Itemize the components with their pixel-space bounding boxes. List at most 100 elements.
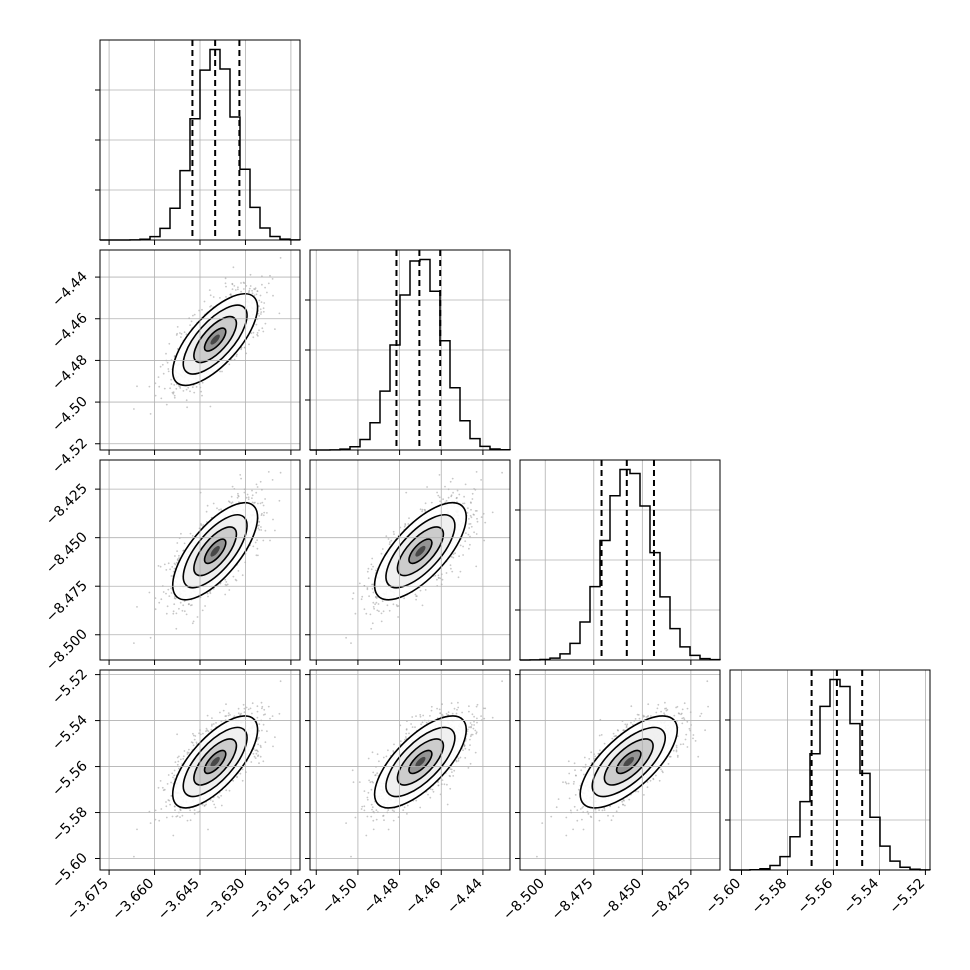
sample-point <box>269 539 271 542</box>
sample-point <box>214 806 217 809</box>
sample-point <box>192 620 195 623</box>
sample-point <box>207 595 209 598</box>
sample-point <box>445 499 448 502</box>
sample-point <box>158 601 161 604</box>
sample-point <box>262 723 265 726</box>
sample-point <box>345 636 347 639</box>
sample-point <box>255 752 258 755</box>
sample-point <box>430 501 433 504</box>
sample-point <box>212 800 214 803</box>
sample-point <box>251 489 253 492</box>
sample-point <box>243 491 246 494</box>
sample-point <box>180 333 183 335</box>
sample-point <box>251 292 254 295</box>
sample-point <box>419 589 422 592</box>
sample-point <box>480 516 483 518</box>
sample-point <box>358 582 361 585</box>
sample-point <box>183 542 186 545</box>
sample-point <box>251 289 254 292</box>
sample-point <box>278 499 281 502</box>
sample-point <box>228 789 231 792</box>
sample-point <box>421 510 423 513</box>
sample-point <box>421 508 424 511</box>
sample-point <box>237 286 239 289</box>
scatter-panel-r3-c1 <box>95 459 301 665</box>
sample-point <box>154 597 157 599</box>
sample-point <box>454 552 456 555</box>
sample-point <box>393 533 395 535</box>
sample-point <box>470 502 472 504</box>
sample-point <box>475 565 478 568</box>
sample-point <box>175 612 178 615</box>
panel-frame <box>99 39 301 241</box>
sample-point <box>468 523 471 525</box>
sample-point <box>251 494 254 497</box>
sample-point <box>198 732 201 735</box>
sample-point <box>370 627 373 630</box>
sample-point <box>185 333 188 336</box>
sample-point <box>414 593 417 596</box>
sample-point <box>360 598 363 601</box>
sample-point <box>262 330 265 333</box>
sample-point <box>472 513 475 516</box>
sample-point <box>483 539 486 542</box>
sample-point <box>189 532 192 535</box>
sample-point <box>213 803 216 806</box>
sample-point <box>380 620 383 623</box>
sample-point <box>261 729 263 732</box>
sample-point <box>264 741 267 744</box>
sample-point <box>397 605 400 607</box>
sample-point <box>178 385 180 387</box>
sample-point <box>445 572 448 574</box>
sample-point <box>471 492 474 495</box>
sample-point <box>219 370 222 373</box>
sample-point <box>191 622 194 625</box>
sample-point <box>407 523 410 525</box>
sample-point <box>200 390 203 393</box>
sample-point <box>264 498 266 500</box>
sample-point <box>372 591 375 594</box>
sample-point <box>237 495 240 498</box>
sample-point <box>170 575 173 577</box>
sample-point <box>248 287 251 290</box>
sample-point <box>370 563 373 566</box>
contour-line-2 <box>193 526 238 577</box>
contour-line-1 <box>408 538 433 565</box>
sample-point <box>225 581 228 583</box>
sample-point <box>175 387 178 390</box>
sample-point <box>261 707 263 710</box>
sample-point <box>169 568 172 571</box>
sample-point <box>469 514 472 517</box>
sample-point <box>248 343 250 346</box>
sample-point <box>201 308 203 311</box>
sample-point <box>375 601 378 604</box>
histogram-panel-3 <box>515 459 721 665</box>
sample-point <box>200 733 202 736</box>
sample-point <box>491 511 494 514</box>
sample-point <box>240 348 243 351</box>
contour-line-3 <box>385 514 456 589</box>
sample-point <box>444 485 446 488</box>
sample-point <box>246 493 249 496</box>
sample-point <box>264 286 266 289</box>
sample-point <box>189 324 192 326</box>
sample-point <box>237 492 239 495</box>
sample-point <box>459 570 462 573</box>
sample-point <box>191 386 194 389</box>
density-fill <box>210 334 220 345</box>
sample-point <box>367 577 370 580</box>
sample-point <box>173 603 176 606</box>
sample-point <box>189 390 191 393</box>
sample-point <box>173 396 176 399</box>
sample-point <box>185 399 188 402</box>
sample-point <box>178 767 180 770</box>
sample-point <box>219 711 221 714</box>
sample-point <box>480 479 482 481</box>
sample-point <box>209 294 212 297</box>
sample-point <box>264 322 267 325</box>
sample-point <box>229 293 232 295</box>
sample-point <box>174 761 177 763</box>
sample-point <box>386 604 389 607</box>
histogram-step-2 <box>309 258 511 451</box>
sample-point <box>201 394 203 397</box>
